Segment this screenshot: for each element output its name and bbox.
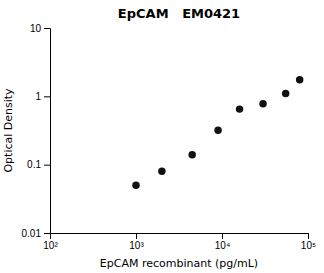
y-tick-label: 0.01 [22,228,42,239]
y-tick-label: 0.1 [27,159,41,170]
x-axis-title: EpCAM recombinant (pg/mL) [100,257,258,270]
y-tick-label: 1 [35,91,41,102]
y-axis-title: Optical Density [2,88,15,173]
x-tick-label: 10³ [129,240,144,251]
x-tick-label: 10⁵ [301,240,316,251]
x-tick: 10⁵ [301,233,316,251]
y-tick-mark [44,165,50,166]
plot: 10² 10³ 10⁴ 10⁵ 0.01 0.1 1 10 [22,23,317,251]
x-axis-line [51,234,309,240]
y-tick-label: 10 [30,23,42,34]
y-tick: 0.01 [22,228,50,239]
title: EpCAM EM0421 [118,6,240,21]
x-tick: 10² [43,233,58,251]
point [236,105,243,112]
x-tick: 10³ [129,233,144,251]
x-tick-mark [308,233,309,239]
point [214,126,221,133]
y-axis-line [44,29,51,234]
x-tick-mark [222,233,223,239]
y-tick: 10 [30,23,50,34]
y-axis: 0.01 0.1 1 10 [22,23,51,239]
x-tick-mark [136,233,137,239]
points [132,76,303,189]
y-tick: 1 [35,91,50,102]
point [259,100,266,107]
chart: 10² 10³ 10⁴ 10⁵ 0.01 0.1 1 10 EpCAM EM0421 EpCAM … [0,0,324,273]
point [158,168,165,175]
x-tick-label: 10⁴ [215,240,230,251]
x-tick-label: 10² [43,240,58,251]
x-tick: 10⁴ [215,233,230,251]
y-tick: 0.1 [27,159,50,170]
x-axis: 10² 10³ 10⁴ 10⁵ [43,233,316,251]
point [296,76,303,83]
point [188,151,195,158]
y-tick-mark [44,28,50,29]
point [282,90,289,97]
y-tick-mark [44,233,50,234]
point [132,181,139,188]
y-tick-mark [44,96,50,97]
